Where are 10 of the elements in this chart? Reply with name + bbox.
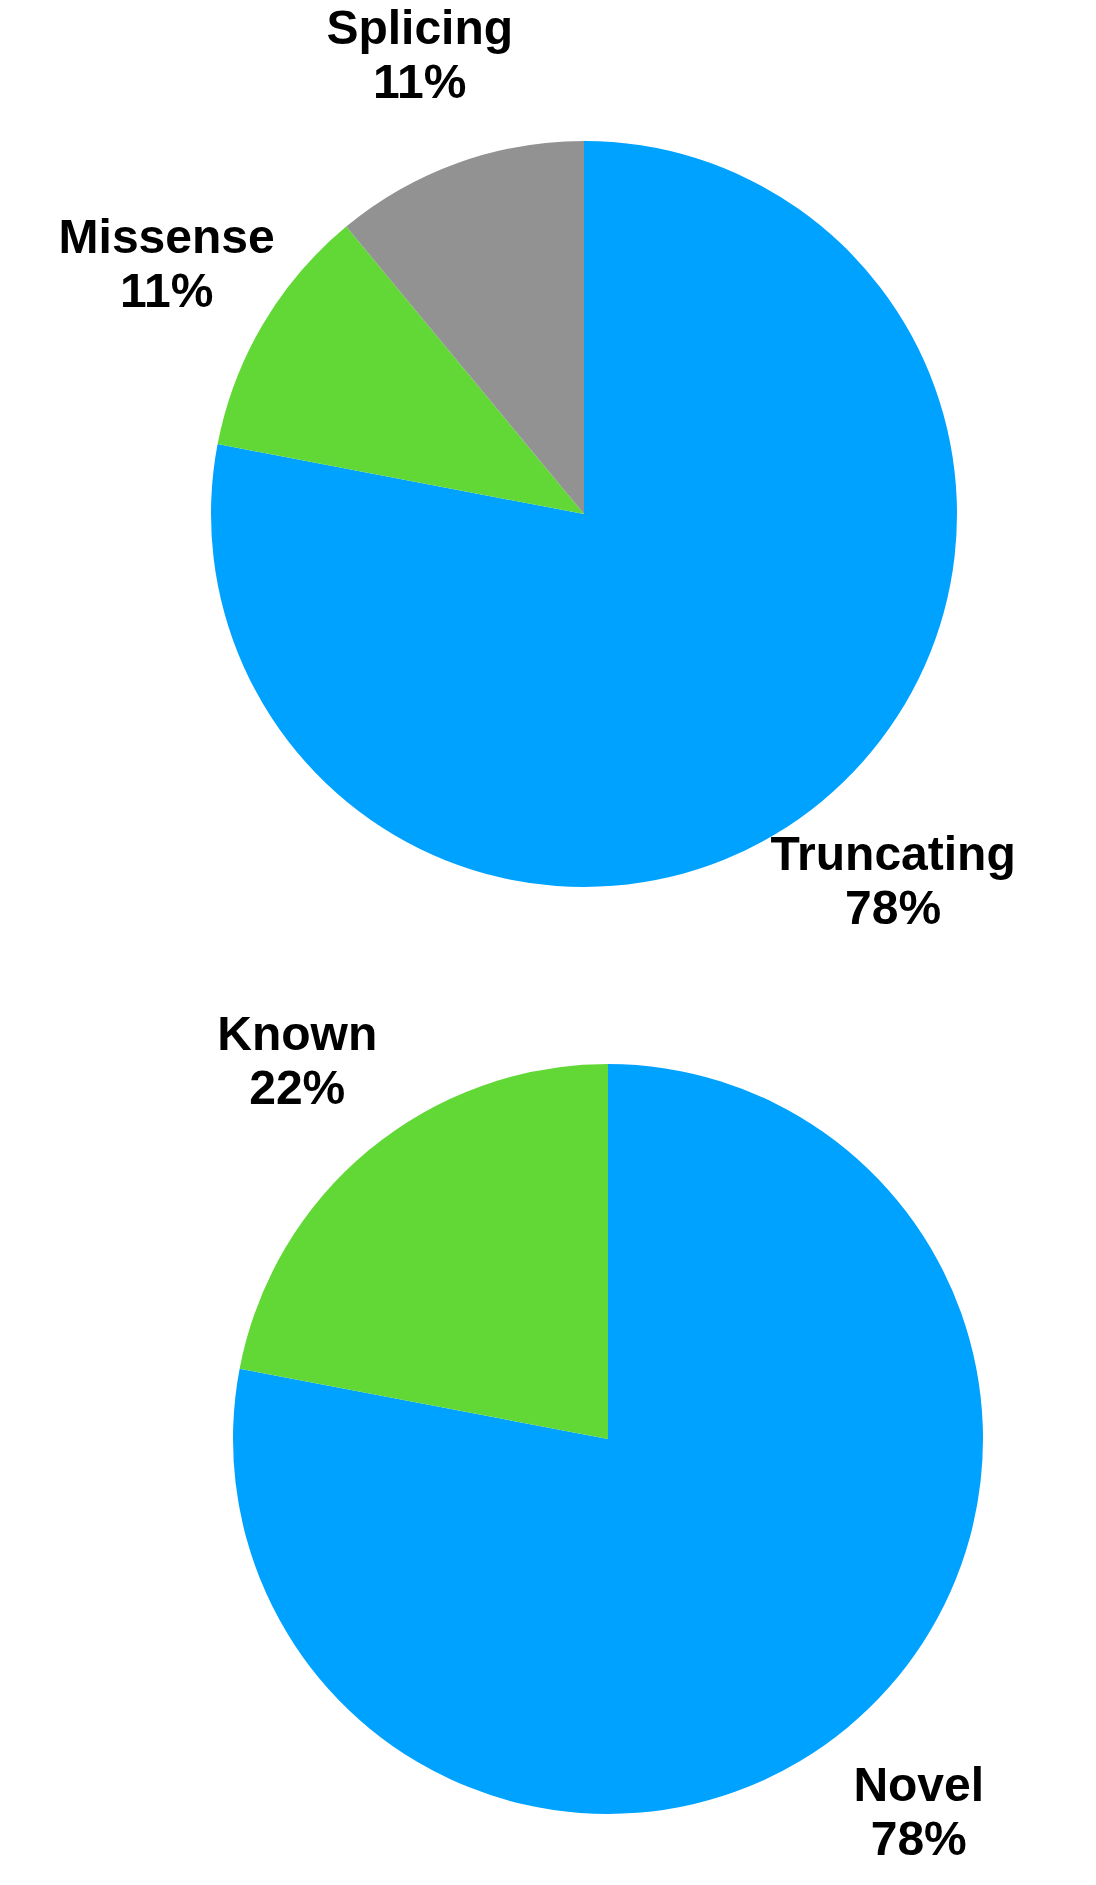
slice-label: Missense	[58, 210, 275, 264]
data-label: 11%	[373, 55, 467, 109]
slice-label: Known	[217, 1006, 378, 1060]
data-label: 11%	[119, 264, 214, 318]
data-label: 22%	[249, 1060, 346, 1114]
data-label: 78%	[870, 1811, 967, 1865]
slice-label: Splicing	[326, 1, 514, 55]
data-label: 78%	[845, 881, 942, 935]
slice-label: Truncating	[770, 827, 1016, 881]
slice-label: Novel	[853, 1757, 985, 1811]
